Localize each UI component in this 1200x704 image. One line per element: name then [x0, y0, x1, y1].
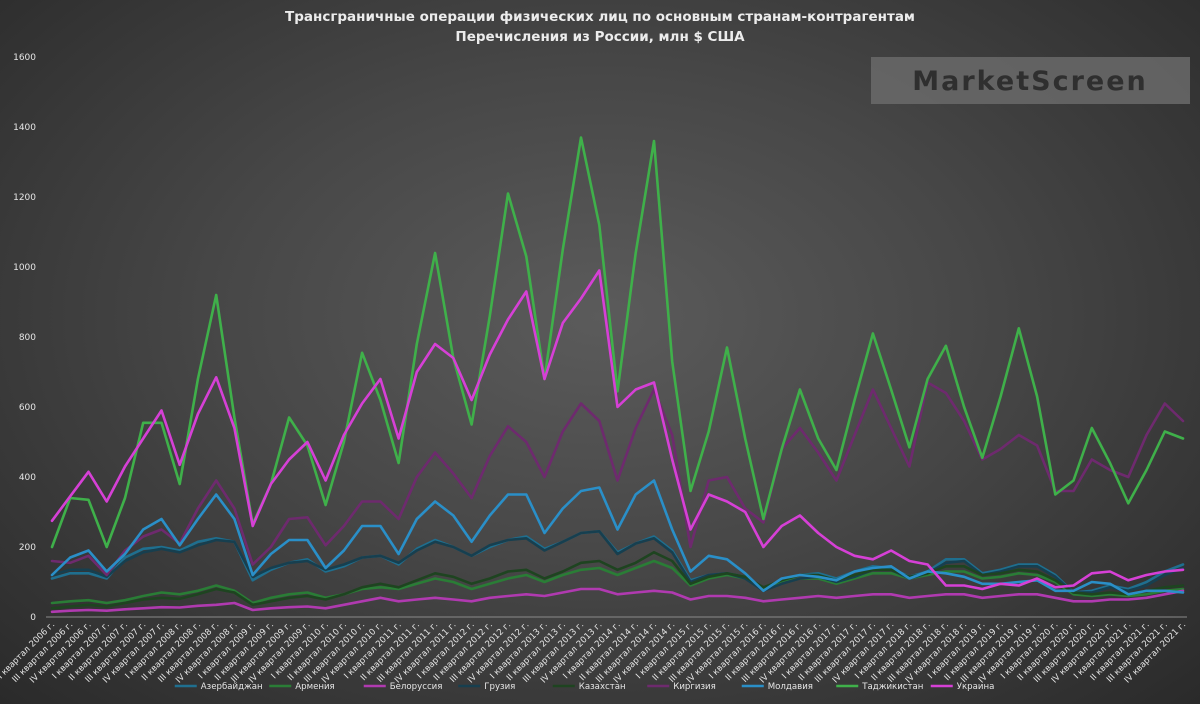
watermark-text: MarketScreen [912, 66, 1147, 97]
series-line [50, 550, 1185, 610]
legend-label: Казахстан [579, 682, 626, 692]
series-line [50, 479, 1185, 596]
y-tick-label: 400 [19, 473, 36, 483]
x-axis: II квартал 2006 г.III квартал 2006 г.IV … [0, 616, 1188, 685]
series-line [50, 559, 1185, 605]
legend-label: Таджикистан [861, 682, 923, 692]
series-line [50, 381, 1185, 577]
chart-subtitle: Перечисления из России, млн $ США [455, 29, 745, 45]
legend-label: Украина [957, 682, 995, 692]
y-tick-label: 1400 [13, 123, 36, 133]
y-tick-label: 200 [19, 543, 36, 553]
y-tick-label: 1200 [13, 193, 36, 203]
series-line [50, 587, 1185, 614]
legend-label: Азербайджан [201, 682, 263, 692]
series-line [50, 136, 1185, 549]
chart-title-block: Трансграничные операции физических лиц п… [285, 9, 915, 45]
y-tick-label: 1000 [13, 263, 36, 273]
y-tick-label: 1600 [13, 53, 36, 63]
chart-title: Трансграничные операции физических лиц п… [285, 9, 915, 25]
legend-label: Белоруссия [390, 682, 443, 692]
watermark: MarketScreen [871, 57, 1190, 104]
y-axis: 0 200 400 600 800 1000 1200 1400 1600 [13, 53, 36, 623]
series-line [50, 269, 1185, 591]
legend-label: Молдавия [768, 682, 813, 692]
legend-label: Грузия [484, 682, 515, 692]
legend-label: Армения [295, 682, 334, 692]
watermark-box [871, 57, 1190, 104]
y-tick-label: 0 [30, 613, 36, 623]
y-tick-label: 800 [19, 333, 36, 343]
legend: Азербайджан Армения Белоруссия Грузия Казахс… [174, 682, 995, 692]
series-layer [50, 136, 1185, 614]
y-tick-label: 600 [19, 403, 36, 413]
legend-label: Киргизия [673, 682, 716, 692]
